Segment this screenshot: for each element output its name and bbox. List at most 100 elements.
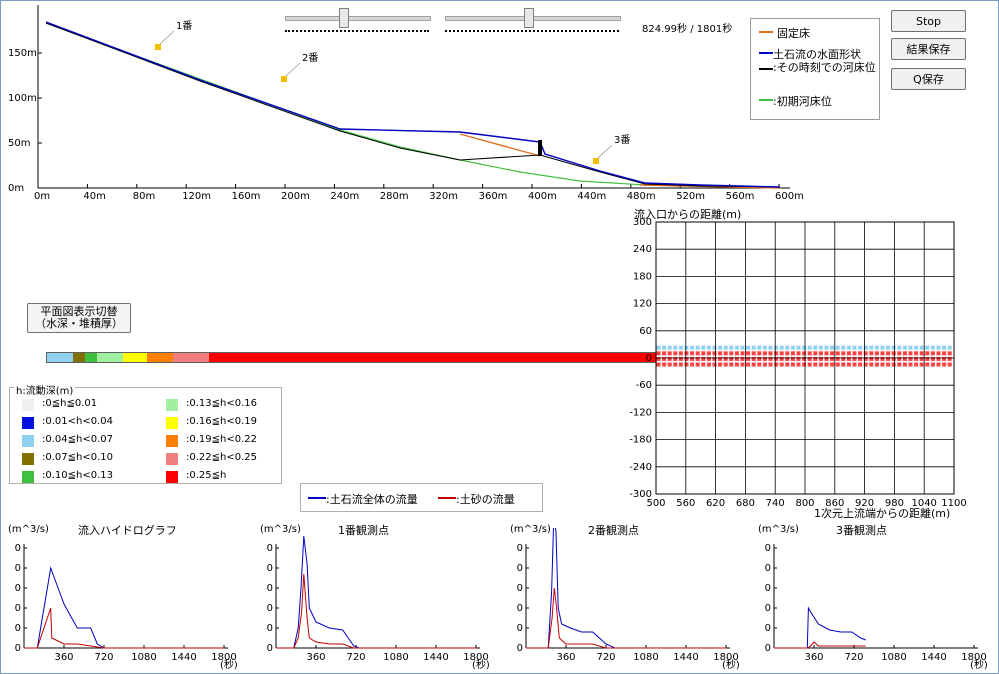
plan-x-tick: 980 [885,498,904,509]
sediment-flow-series [774,641,866,649]
hydrograph-y-tick: 50 [516,543,523,554]
total-flow-line-icon [308,497,326,499]
hydrograph-y-tick: 30 [516,583,523,594]
profile-x-tick: 80m [133,191,155,202]
depth-color-swatch [166,399,178,411]
save-q-button[interactable]: Q保存 [891,68,966,90]
profile-x-tick: 120m [182,191,211,202]
hydrograph-y-tick: 0 [15,643,21,654]
profile-x-tick: 600m [775,191,804,202]
hydrograph-y-tick: 10 [516,623,523,634]
hydrograph-y-tick: 20 [14,603,21,614]
toggle-label-1: 平面図表示切替 [40,305,118,318]
depth-range-label: :0.13≦h<0.16 [186,398,257,409]
hydrograph-x-tick: 1080 [131,652,156,663]
hydrograph-x-tick: 1440 [921,652,946,663]
profile-x-tick: 520m [676,191,705,202]
plan-y-tick: 60 [639,326,652,337]
observation-point-label: 1番 [176,20,192,32]
hydrograph-y-tick: 40 [764,563,771,574]
plan-view-toggle-button[interactable]: 平面図表示切替 （水深・堆積厚） [27,303,131,333]
channel-strip [46,352,660,363]
hydrograph-title: 3番観測点 [836,524,887,537]
depth-range-label: :0.04≦h<0.07 [42,434,113,445]
hydrograph-plot: 0 10 20 30 40 50 360 720 1080 1440 1800 [764,543,987,663]
slider-thumb[interactable] [339,8,349,28]
plan-y-tick: 180 [633,271,652,282]
plan-x-tick: 1100 [941,498,966,509]
hydrograph-unit: (m^3/s) [758,524,799,535]
depth-legend-title: h:流動深(m) [14,382,76,397]
plan-x-tick: 740 [766,498,785,509]
legend-sediment-flow: :土砂の流量 [456,493,515,506]
hydrograph-y-tick: 10 [764,623,771,634]
depth-color-swatch [166,435,178,447]
observation-point-marker [155,44,161,50]
depth-color-swatch [22,435,34,447]
depth-range-label: :0.01<h<0.04 [42,416,113,427]
profile-x-tick: 240m [330,191,359,202]
hydrograph-x-tick: 720 [346,652,365,663]
total-flow-series [526,528,726,649]
slider-thumb[interactable] [524,8,534,28]
time-slider-2[interactable] [445,6,621,36]
hydrograph-x-tick: 1440 [673,652,698,663]
hydrograph-plot: 0 10 20 30 40 50 360 720 1080 1440 1800 [14,543,237,663]
sediment-flow-line-icon [438,497,456,499]
save-results-button[interactable]: 結果保存 [891,38,966,60]
profile-y-tick: 0m [8,183,24,194]
plan-x-tick: 680 [736,498,755,509]
total-flow-series [24,566,224,649]
depth-color-swatch [166,471,178,483]
hydrograph-y-tick: 20 [764,603,771,614]
time-total: 1801秒 [696,24,733,35]
plan-y-tick: 120 [633,299,652,310]
depth-range-label: :0.10≦h<0.13 [42,470,113,481]
sediment-flow-series [276,573,476,649]
hydrograph-unit: (m^3/s) [510,524,551,535]
plan-y-tick: 300 [633,218,652,228]
total-flow-series [276,535,476,649]
profile-x-tick: 40m [83,191,105,202]
hydrograph-y-tick: 10 [14,623,21,634]
legend-current-bed: :その時刻での河床位 [773,61,876,74]
plan-view-x-title: 1次元上流端からの距離(m) [814,507,951,520]
legend-total-flow: :土石流全体の流量 [326,493,418,506]
depth-legend: h:流動深(m) :0≦h≦0.01:0.01<h<0.04:0.04≦h<0.… [9,382,282,484]
depth-color-swatch [166,453,178,465]
hydrograph-y-tick: 40 [14,563,21,574]
depth-range-label: :0.07≦h<0.10 [42,452,113,463]
longitudinal-profile-chart: 0m 50m 100m 150m 0m 40m 80m 120m 160m 200m 240m 28… [8,5,804,202]
plan-x-tick: 620 [706,498,725,509]
profile-x-tick: 560m [726,191,755,202]
depth-color-swatch [22,399,34,411]
hydrograph-time-unit: (秒) [970,660,988,671]
total-flow-series [774,606,866,649]
hydrograph-y-tick: 30 [266,583,273,594]
hydrograph-y-tick: 20 [266,603,273,614]
profile-x-tick: 400m [528,191,557,202]
time-slider-1[interactable] [285,6,431,36]
plan-x-tick: 560 [676,498,695,509]
sediment-flow-series [24,607,224,649]
hydrograph-y-tick: 0 [517,643,523,654]
stop-button[interactable]: Stop [891,10,966,32]
legend-water-surface: 土石流の水面形状 [773,48,861,61]
hydrograph-y-tick: 50 [266,543,273,554]
hydrograph-y-tick: 40 [266,563,273,574]
profile-x-tick: 160m [232,191,261,202]
hydrograph-time-unit: (秒) [472,660,490,671]
profile-x-tick: 360m [479,191,508,202]
hydrograph-title: 1番観測点 [338,524,389,537]
hydrograph-x-tick: 360 [804,652,823,663]
time-readout: 824.99秒 / 1801秒 [642,20,732,35]
hydrograph-y-tick: 40 [516,563,523,574]
profile-y-tick: 150m [8,48,37,59]
depth-color-swatch [22,471,34,483]
plan-y-tick: -60 [636,380,652,391]
observation-point-marker [281,76,287,82]
toggle-label-2: （水深・堆積厚） [35,317,123,330]
hydrograph-x-tick: 1080 [633,652,658,663]
hydrograph-time-unit: (秒) [722,660,740,671]
